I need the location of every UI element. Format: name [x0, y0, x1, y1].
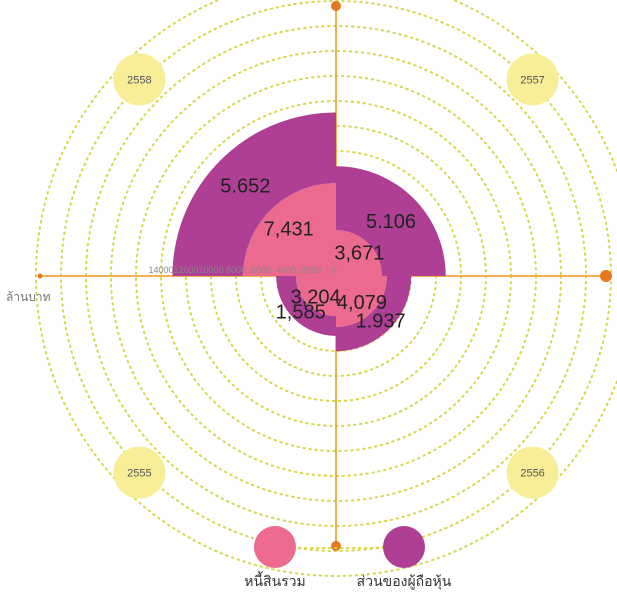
year-label: 2555	[127, 468, 151, 480]
year-label: 2556	[520, 468, 544, 480]
data-label-equity: 5.652	[220, 175, 270, 197]
grid-ring	[35, 0, 617, 577]
data-label-liabilities: 4,079	[337, 292, 387, 314]
legend-label: ส่วนของผู้ถือหุ้น	[357, 573, 452, 590]
sectors	[172, 112, 446, 352]
radial-tick-label: 2000	[301, 265, 321, 275]
data-label-liabilities: 7,431	[264, 219, 314, 241]
year-badge	[506, 53, 559, 106]
radial-tick-label: 4000	[276, 265, 296, 275]
sector-liabilities	[295, 276, 336, 317]
sector-equity	[336, 276, 412, 352]
sector-equity	[172, 112, 336, 277]
sector-liabilities	[336, 276, 387, 327]
legend-label: หนี้สินรวม	[244, 571, 306, 589]
data-label-equity: 5.106	[366, 211, 416, 233]
legend: หนี้สินรวม ส่วนของผู้ถือหุ้น	[244, 526, 452, 590]
legend-swatch	[254, 526, 296, 568]
year-badge	[113, 53, 166, 106]
year-label: 2557	[520, 74, 544, 86]
year-badge	[113, 446, 166, 499]
radial-tick-label: 6000	[251, 265, 271, 275]
axis-end-dot	[331, 1, 341, 11]
radial-tick-label: 14000	[148, 265, 173, 275]
radial-tick-label: 8000	[226, 265, 246, 275]
radial-tick-label: 0	[331, 265, 336, 275]
year-badge	[506, 446, 559, 499]
sector-equity	[276, 276, 336, 336]
axis-end-dot	[37, 273, 43, 279]
axis-end-dot	[600, 270, 612, 282]
data-label-liabilities: 3,204	[291, 286, 341, 308]
sector-liabilities	[243, 183, 336, 276]
axis-end-dot	[331, 541, 341, 551]
sector-equity	[336, 166, 446, 276]
radial-tick-label: 10000	[198, 265, 223, 275]
legend-swatch	[383, 526, 425, 568]
data-label-equity: 1.937	[356, 311, 406, 333]
unit-label: ล้านบาท	[6, 290, 51, 304]
data-label-liabilities: 3,671	[334, 243, 384, 265]
radial-tick-label: 12000	[173, 265, 198, 275]
year-label: 2558	[127, 74, 151, 86]
data-label-equity: 1,585	[276, 301, 326, 323]
year-badges: 2558 2557 2556 2555	[113, 53, 559, 499]
sector-liabilities	[336, 230, 382, 276]
